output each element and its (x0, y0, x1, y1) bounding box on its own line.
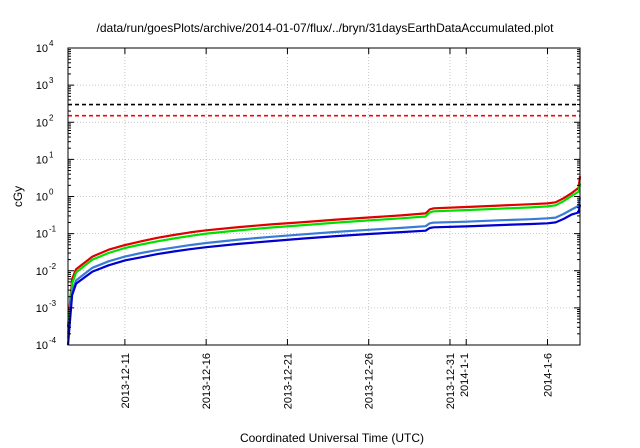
x-tick-label: 2013-12-31 (445, 353, 457, 409)
series-group (66, 176, 582, 346)
y-axis-label: cGy (11, 186, 25, 207)
y-tick-label: 10 (36, 43, 48, 55)
x-tick-label: 2013-12-16 (201, 353, 213, 409)
y-tick-label: 10 (36, 266, 48, 278)
y-tick-label: 10 (36, 80, 48, 92)
y-tick-label: 10 (36, 340, 48, 352)
x-tick-label: 2014-1-6 (542, 353, 554, 397)
y-tick-exponent: 0 (49, 188, 54, 197)
series-line (66, 183, 582, 334)
y-tick-label: 10 (36, 303, 48, 315)
grid (68, 48, 580, 345)
y-tick-label: 10 (36, 192, 48, 204)
x-tick-label: 2013-12-26 (364, 353, 376, 409)
y-tick-exponent: 2 (49, 113, 54, 122)
y-tick-exponent: -4 (49, 336, 57, 345)
chart-title: /data/run/goesPlots/archive/2014-01-07/f… (97, 21, 555, 35)
x-axis-label: Coordinated Universal Time (UTC) (240, 431, 424, 445)
y-tick-exponent: -1 (49, 225, 57, 234)
series-line (66, 176, 582, 328)
series-line (66, 197, 582, 339)
y-tick-label: 10 (36, 229, 48, 241)
y-tick-exponent: 1 (49, 150, 54, 159)
y-tick-exponent: -2 (49, 262, 57, 271)
y-tick-label: 10 (36, 117, 48, 129)
series-line (66, 204, 582, 346)
x-tick-label: 2013-12-11 (120, 353, 132, 408)
reference-lines (68, 103, 580, 117)
y-tick-exponent: 3 (49, 76, 54, 85)
x-axis: 2013-12-11 2013-12-16 2013-12-21 2013-12-26… (120, 48, 554, 409)
y-tick-exponent: 4 (49, 39, 54, 48)
x-tick-label: 2014-1-1 (459, 353, 471, 397)
y-tick-label: 10 (36, 154, 48, 166)
x-tick-label: 2013-12-21 (282, 353, 294, 409)
y-tick-exponent: -3 (49, 299, 57, 308)
